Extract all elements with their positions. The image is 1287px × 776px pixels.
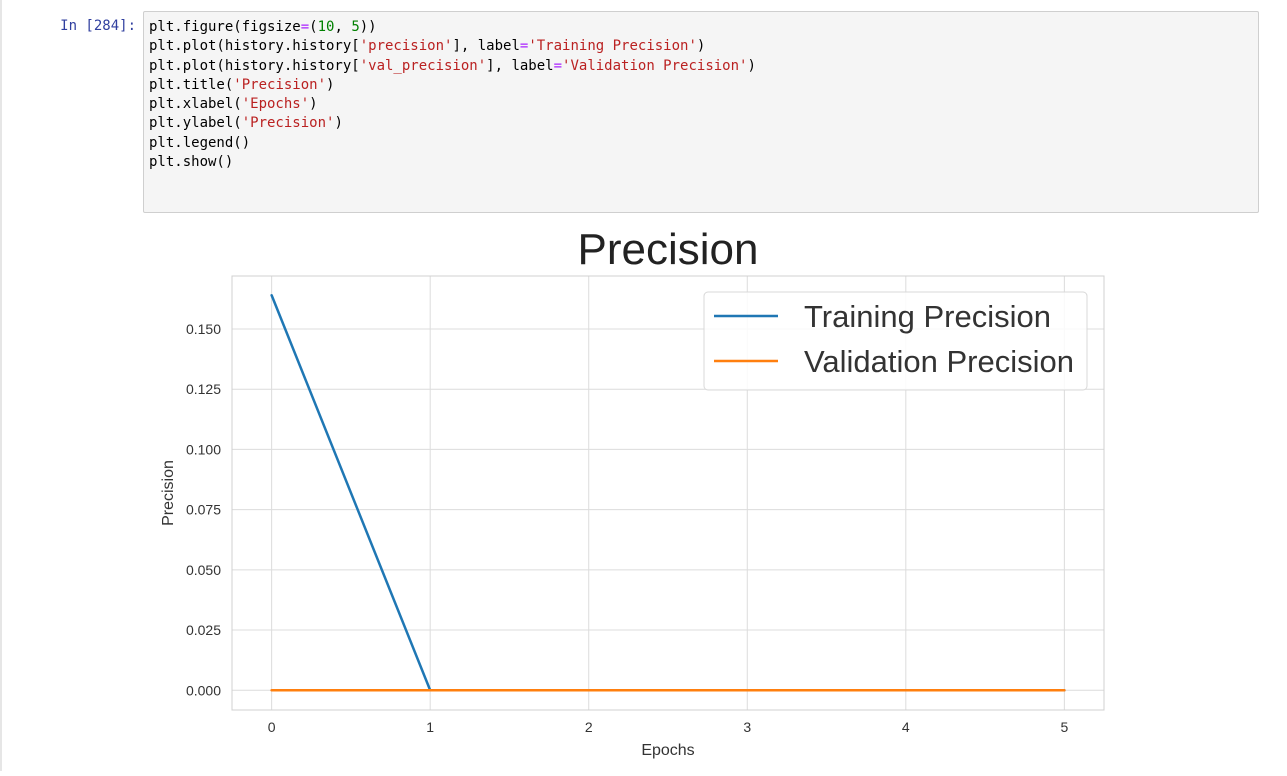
output-area: 0 1 2 3 4 5 0.000 0.025 0.050 0.075 0.100 0.125 0.15… (143, 222, 1143, 771)
x-tick-label: 4 (902, 719, 910, 735)
code-token: 'Training Precision' (528, 38, 697, 55)
notebook-left-border (0, 0, 2, 771)
code-token: ) (696, 38, 706, 55)
precision-chart: 0 1 2 3 4 5 0.000 0.025 0.050 0.075 0.100 0.125 0.15… (160, 225, 1105, 759)
code-token: ( (309, 19, 318, 35)
code-token: ) (309, 96, 318, 113)
code-token: plt.plot(history.history[ (149, 38, 360, 55)
code-line: plt.show() (149, 154, 233, 170)
code-token: 'Precision' (241, 115, 335, 132)
code-token: , (334, 19, 352, 35)
legend-label: Validation Precision (804, 344, 1074, 379)
x-tick-label: 0 (268, 719, 276, 735)
code-token: plt.title( (149, 76, 234, 93)
code-token: 5 (351, 19, 360, 35)
chart-title: Precision (578, 225, 759, 274)
y-tick-label: 0.000 (186, 682, 221, 698)
code-line: plt.title('Precision') (149, 77, 334, 93)
y-tick-label: 0.075 (186, 502, 221, 518)
code-token: plt.figure(figsize (149, 19, 301, 35)
x-axis-label: Epochs (641, 742, 694, 759)
code-token: ) (334, 115, 343, 132)
code-line: plt.figure(figsize=(10, 5)) (149, 19, 377, 35)
code-line: plt.legend() (149, 135, 250, 151)
input-prompt: In [284]: (60, 18, 136, 34)
x-tick-label: 5 (1060, 719, 1068, 735)
x-tick-label: 3 (743, 719, 751, 735)
y-tick-label: 0.025 (186, 622, 221, 638)
code-token: 'Epochs' (241, 96, 310, 113)
code-editor[interactable]: plt.figure(figsize=(10, 5)) plt.plot(his… (149, 18, 756, 172)
code-token: ) (326, 76, 335, 93)
y-tick-label: 0.125 (186, 381, 221, 397)
code-line: plt.plot(history.history['val_precision'… (149, 58, 756, 74)
code-token: = (519, 38, 529, 55)
x-tick-label: 1 (426, 719, 434, 735)
x-tick-label: 2 (585, 719, 593, 735)
code-token: = (553, 57, 563, 74)
y-tick-label: 0.050 (186, 562, 221, 578)
code-token: ], label (486, 57, 554, 74)
code-token: plt.show() (149, 154, 234, 171)
code-token: plt.legend() (149, 134, 251, 151)
y-axis-label: Precision (160, 460, 177, 526)
code-token: = (300, 19, 310, 35)
code-token: 10 (317, 19, 335, 35)
code-token: )) (359, 19, 377, 35)
code-token: plt.xlabel( (149, 96, 242, 113)
code-token: ) (747, 57, 756, 74)
code-token: 'Validation Precision' (562, 57, 748, 74)
legend-label: Training Precision (804, 299, 1051, 334)
plot-frame (231, 275, 1105, 711)
code-token: plt.ylabel( (149, 115, 242, 132)
legend-box (703, 291, 1088, 391)
code-input-area[interactable]: plt.figure(figsize=(10, 5)) plt.plot(his… (143, 11, 1259, 213)
code-token: ], label (452, 38, 520, 55)
y-tick-label: 0.100 (186, 441, 221, 457)
code-token: 'val_precision' (359, 57, 487, 74)
code-token: 'precision' (359, 38, 453, 55)
code-line: plt.plot(history.history['precision'], l… (149, 38, 705, 54)
code-line: plt.xlabel('Epochs') (149, 96, 318, 112)
code-token: 'Precision' (233, 76, 327, 93)
code-token: plt.plot(history.history[ (149, 57, 360, 74)
y-tick-label: 0.150 (186, 321, 221, 337)
code-line: plt.ylabel('Precision') (149, 115, 343, 131)
